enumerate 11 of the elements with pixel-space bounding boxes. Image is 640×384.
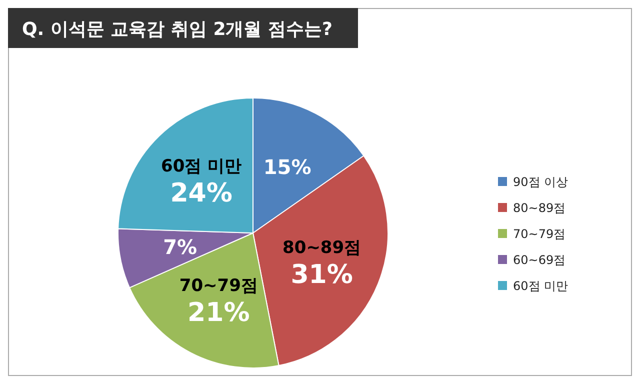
legend-label: 60~69점	[513, 253, 566, 267]
legend-label: 60점 미만	[513, 279, 568, 293]
chart-title: Q. 이석문 교육감 취임 2개월 점수는?	[22, 19, 332, 40]
data-label: 70~79점 21%	[179, 276, 258, 328]
legend-label: 80~89점	[513, 201, 566, 215]
data-label: 15%	[263, 155, 312, 180]
data-label: 60점 미만 24%	[161, 156, 242, 209]
data-label: 80~89점 31%	[282, 238, 362, 290]
data-label: 7%	[163, 235, 198, 260]
legend-label: 90점 이상	[513, 175, 568, 189]
legend-label: 70~79점	[513, 227, 566, 241]
